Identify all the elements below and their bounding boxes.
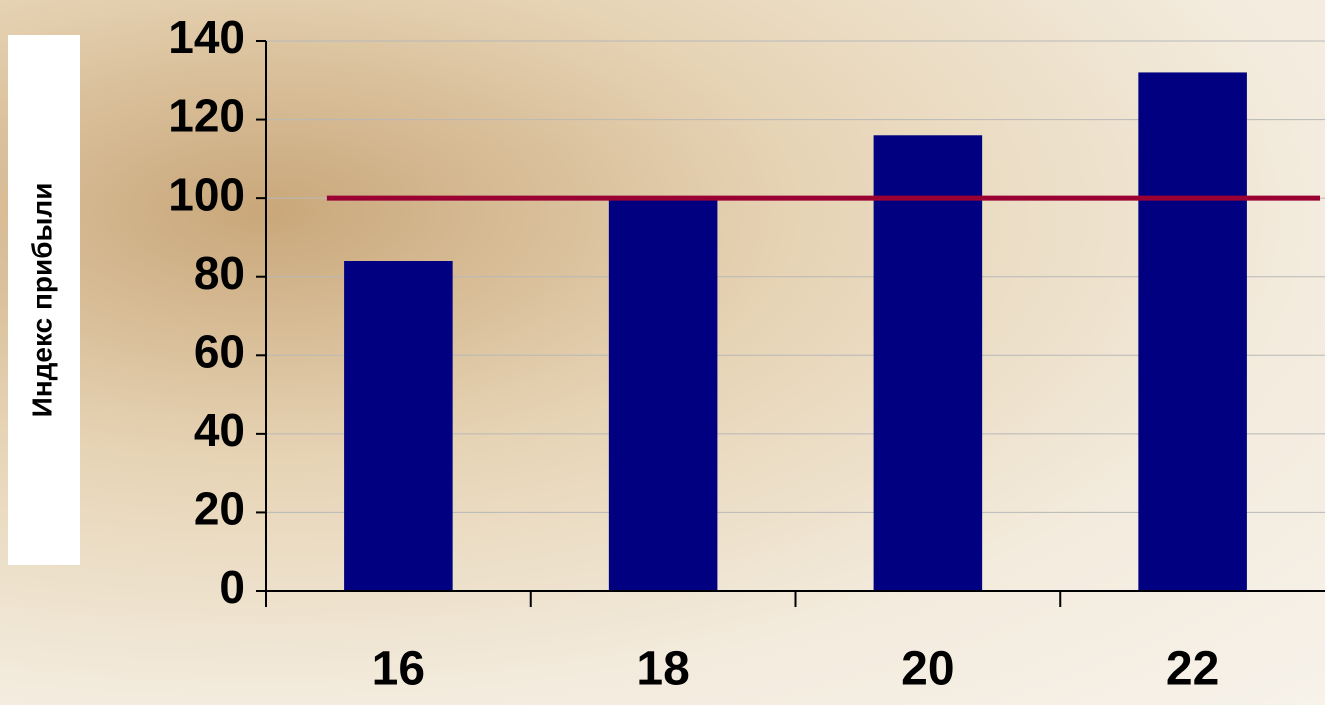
y-label-box [8,35,80,565]
y-tick-label: 0 [219,561,245,613]
x-tick-label: 20 [901,643,954,696]
y-tick-label: 100 [168,168,245,220]
y-axis-label: Индекс прибыли [26,183,57,418]
y-tick-label: 120 [168,90,245,142]
x-tick-label: 18 [636,643,689,696]
y-tick-label: 20 [194,483,245,535]
y-tick-label: 140 [168,11,245,63]
bar [873,135,983,592]
bar [608,198,718,591]
y-tick-label: 60 [194,325,245,377]
bar [344,261,453,591]
x-tick-label: 22 [1166,643,1219,696]
x-tick-label: 16 [372,643,425,696]
y-tick-label: 80 [194,247,245,299]
bar [1138,72,1247,591]
y-tick-label: 40 [194,404,245,456]
